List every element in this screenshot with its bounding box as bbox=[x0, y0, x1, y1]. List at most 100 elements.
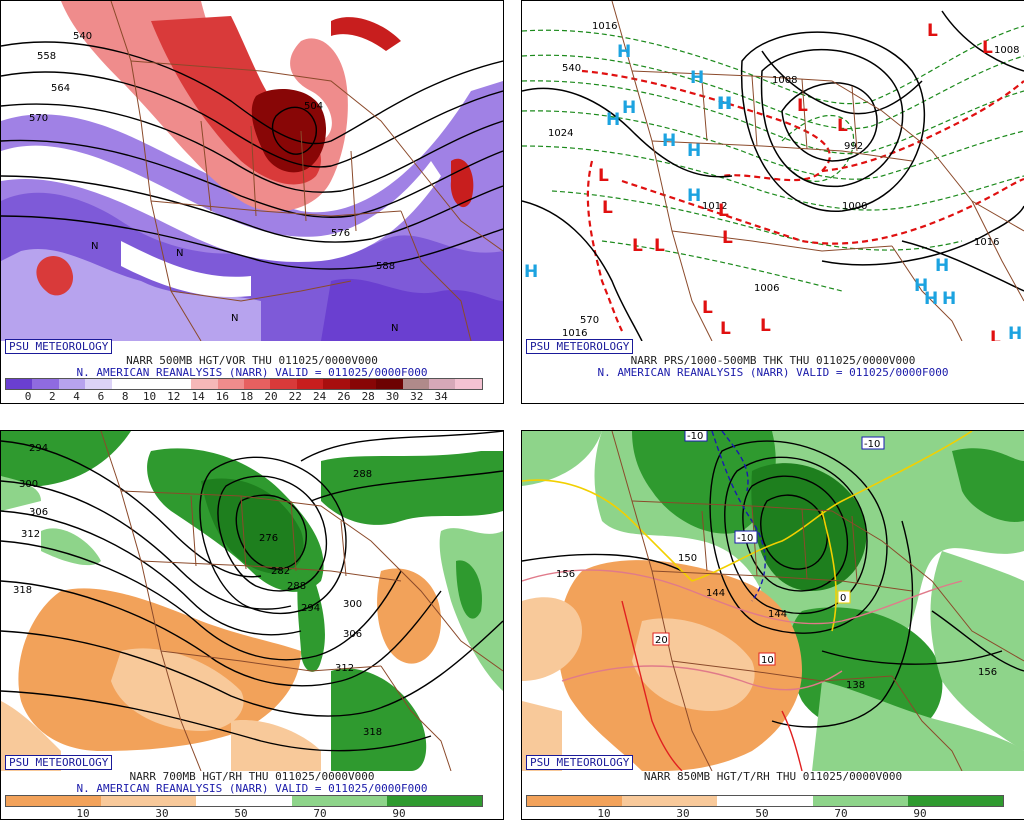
contour-label: 318 bbox=[363, 727, 382, 738]
contour-label: 1000 bbox=[842, 201, 867, 212]
scale-label: 20 bbox=[264, 390, 278, 403]
contour-label: 300 bbox=[343, 599, 362, 610]
scale-label: 0 bbox=[24, 390, 32, 403]
scale-swatch bbox=[349, 379, 377, 389]
scale-swatch bbox=[191, 379, 218, 389]
low-pressure-marker: L bbox=[982, 38, 993, 58]
contour-label: 1008 bbox=[994, 45, 1019, 56]
psu-meteorology-badge: PSU METEOROLOGY bbox=[5, 339, 113, 354]
contour-label: 138 bbox=[846, 680, 865, 691]
panel-subtitle: N. AMERICAN REANALYSIS (NARR) VALID = 01… bbox=[76, 782, 428, 795]
high-pressure-marker: H bbox=[935, 256, 949, 276]
scale-label: 12 bbox=[167, 390, 181, 403]
temperature-label: -10 bbox=[864, 439, 880, 450]
contour-label: 1016 bbox=[562, 328, 587, 339]
contour-label: 1012 bbox=[702, 201, 727, 212]
low-pressure-marker: L bbox=[720, 319, 731, 339]
low-pressure-marker: L bbox=[722, 228, 733, 248]
scale-swatch bbox=[812, 796, 908, 806]
scale-swatch bbox=[196, 796, 292, 806]
rh-color-scale bbox=[5, 795, 483, 807]
contour-label: 294 bbox=[301, 603, 320, 614]
scale-swatch bbox=[527, 796, 623, 806]
psu-meteorology-badge: PSU METEOROLOGY bbox=[5, 755, 113, 770]
panel-700mb-rh: 294 300 306 312 318 288 276 282 288 294 … bbox=[0, 430, 504, 820]
scale-label: 16 bbox=[215, 390, 230, 403]
thickness-label: 540 bbox=[562, 63, 581, 74]
scale-swatch bbox=[717, 796, 813, 806]
contour-label: 276 bbox=[259, 533, 278, 544]
high-pressure-marker: H bbox=[662, 131, 676, 151]
temperature-label: 20 bbox=[655, 635, 668, 646]
low-pressure-marker: L bbox=[927, 21, 938, 41]
scale-label: 18 bbox=[240, 390, 254, 403]
contour-label: 282 bbox=[271, 566, 290, 577]
map-700mb: 294 300 306 312 318 288 276 282 288 294 … bbox=[1, 431, 503, 771]
high-pressure-marker: H bbox=[524, 262, 538, 282]
scale-label: 70 bbox=[313, 807, 327, 820]
scale-label: 8 bbox=[121, 390, 129, 403]
low-pressure-marker: L bbox=[602, 198, 613, 218]
contour-label: 144 bbox=[768, 609, 787, 620]
contour-label: 1016 bbox=[592, 21, 617, 32]
scale-swatch bbox=[85, 379, 112, 389]
contour-label: 312 bbox=[21, 529, 40, 540]
scale-swatch bbox=[270, 379, 297, 389]
high-pressure-marker: H bbox=[687, 186, 701, 206]
scale-swatch bbox=[6, 379, 33, 389]
low-pressure-marker: L bbox=[990, 328, 1001, 341]
vorticity-color-scale bbox=[5, 378, 483, 390]
scale-label: 70 bbox=[834, 807, 848, 820]
scale-label: 10 bbox=[76, 807, 90, 820]
contour-label: 156 bbox=[556, 569, 575, 580]
contour-label: 540 bbox=[73, 31, 92, 42]
low-pressure-marker: L bbox=[598, 166, 609, 186]
contour-label: 1016 bbox=[974, 237, 999, 248]
vorticity-min-marker: N bbox=[231, 313, 238, 324]
contour-label: 288 bbox=[353, 469, 372, 480]
vorticity-min-marker: N bbox=[91, 241, 98, 252]
high-pressure-marker: H bbox=[687, 141, 701, 161]
panel-850mb-temp-rh: -10 -10 -10 156 150 144 138 156 20 10 0 … bbox=[521, 430, 1024, 820]
map-slp-thickness: 1016 540 1024 1008 1012 1000 1016 1006 5… bbox=[522, 1, 1024, 341]
scale-label: 24 bbox=[312, 390, 327, 403]
contour-label: 312 bbox=[335, 663, 354, 674]
scale-label: 22 bbox=[288, 390, 302, 403]
scale-swatch bbox=[296, 379, 324, 389]
high-pressure-marker: H bbox=[1008, 324, 1022, 341]
scale-label: 30 bbox=[385, 390, 400, 403]
contour-label: 318 bbox=[13, 585, 32, 596]
low-pressure-marker: L bbox=[837, 116, 848, 136]
low-pressure-marker: L bbox=[702, 298, 713, 318]
scale-label: 26 bbox=[337, 390, 351, 403]
map-500mb: 540 564 570 576 588 504 558 N N N N bbox=[1, 1, 503, 341]
panel-title: NARR PRS/1000-500MB THK THU 011025/0000V… bbox=[630, 354, 916, 367]
vorticity-min-marker: N bbox=[176, 248, 183, 259]
low-pressure-marker: L bbox=[654, 236, 665, 256]
scale-swatch bbox=[323, 379, 350, 389]
map-850mb: -10 -10 -10 156 150 144 138 156 20 10 0 … bbox=[522, 431, 1024, 771]
contour-label: 294 bbox=[29, 443, 48, 454]
scale-label: 30 bbox=[155, 807, 169, 820]
panel-subtitle: N. AMERICAN REANALYSIS (NARR) VALID = 01… bbox=[597, 366, 949, 379]
high-pressure-marker: H bbox=[690, 68, 704, 88]
scale-swatch bbox=[907, 796, 1003, 806]
high-pressure-marker: H bbox=[622, 98, 636, 118]
scale-swatch bbox=[402, 379, 429, 389]
high-pressure-marker: H bbox=[617, 42, 631, 62]
scale-label: 50 bbox=[755, 807, 769, 820]
rh-color-scale bbox=[526, 795, 1004, 807]
scale-label: 32 bbox=[410, 390, 424, 403]
scale-swatch bbox=[164, 379, 192, 389]
scale-swatch bbox=[455, 379, 482, 389]
scale-label: 90 bbox=[913, 807, 927, 820]
contour-label: 576 bbox=[331, 228, 350, 239]
contour-label: 992 bbox=[844, 141, 863, 152]
temperature-label: -10 bbox=[687, 431, 703, 442]
scale-swatch bbox=[622, 796, 718, 806]
scale-swatch bbox=[376, 379, 403, 389]
contour-label: 558 bbox=[37, 51, 56, 62]
high-pressure-marker: H bbox=[924, 289, 938, 309]
scale-label: 10 bbox=[597, 807, 611, 820]
contour-label: 156 bbox=[978, 667, 997, 678]
